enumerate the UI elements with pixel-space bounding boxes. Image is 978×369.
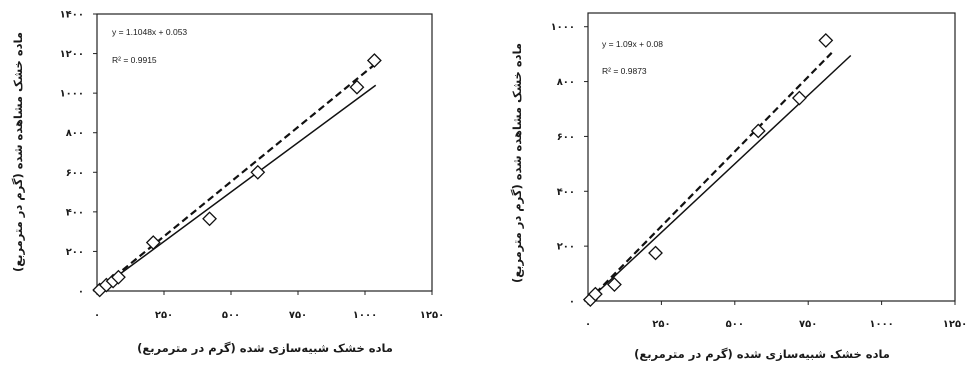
y-tick-label: ۴۰۰ [557, 187, 575, 198]
x-tick-label: ۰ [94, 310, 100, 321]
data-point [111, 269, 126, 285]
y-tick-label: ۱۴۰۰ [60, 10, 84, 21]
y-tick-label: ۴۰۰ [66, 207, 84, 218]
r-squared: R² = 0.9873 [602, 66, 647, 76]
y-tick-label: ۶۰۰ [557, 132, 575, 143]
x-axis-label: ماده خشک شبیه‌سازی شده (گرم در مترمربع) [634, 347, 890, 361]
x-axis-label: ماده خشک شبیه‌سازی شده (گرم در مترمربع) [137, 341, 393, 355]
y-tick-label: ۸۰۰ [66, 128, 84, 139]
x-tick-label: ۱۲۵۰ [943, 319, 967, 330]
regression-equation: y = 1.1048x + 0.053 [112, 27, 187, 37]
data-point [349, 79, 365, 95]
y-tick-label: ۶۰۰ [66, 168, 84, 179]
r-squared: R² = 0.9915 [112, 55, 157, 65]
x-tick-label: ۲۵۰ [652, 319, 670, 330]
x-tick-label: ۷۵۰ [799, 319, 817, 330]
chart-right: ۰ ۲۵۰ ۵۰۰ ۷۵۰ ۱۰۰۰ ۱۲۵۰ ۰ ۲۰۰ ۴۰۰ ۶۰۰ ۸۰۰ ۱۰۰۰ y = 1… [510, 12, 967, 361]
y-axis-label: ماده خشک مشاهده شده (گرم در مترمربع) [11, 32, 25, 272]
regression-line [96, 64, 374, 292]
x-tick-label: ۷۵۰ [289, 310, 307, 321]
y-tick-label: ۰ [569, 297, 575, 308]
data-point [818, 33, 834, 48]
data-point [587, 286, 603, 302]
data-point [202, 211, 217, 227]
x-tick-label: ۱۲۵۰ [420, 310, 444, 321]
data-point [366, 53, 382, 68]
one-to-one-line [587, 54, 852, 302]
y-tick-label: ۰ [78, 287, 84, 298]
data-point [648, 245, 663, 261]
x-tick-label: ۱۰۰۰ [353, 310, 377, 321]
regression-line [587, 52, 833, 302]
x-tick-label: ۲۵۰ [155, 310, 173, 321]
y-tick-label: ۱۲۰۰ [60, 49, 84, 60]
one-to-one-line [96, 84, 377, 292]
x-tick-label: ۰ [585, 319, 591, 330]
chart-left: ۰ ۲۵۰ ۵۰۰ ۷۵۰ ۱۰۰۰ ۱۲۵۰ ۰ ۲۰۰ ۴۰۰ ۶۰۰ ۸۰۰ ۱۰۰۰ ۱۲۰۰ ۱… [11, 10, 444, 356]
y-tick-label: ۱۰۰۰ [551, 22, 575, 33]
x-tick-label: ۵۰۰ [222, 310, 240, 321]
data-point [750, 123, 766, 139]
regression-equation: y = 1.09x + 0.08 [602, 39, 663, 49]
x-tick-label: ۵۰۰ [726, 319, 744, 330]
y-tick-label: ۲۰۰ [66, 247, 84, 258]
data-point [791, 90, 807, 106]
y-tick-label: ۱۰۰۰ [60, 89, 84, 100]
y-tick-label: ۸۰۰ [557, 77, 575, 88]
data-point [607, 277, 622, 292]
x-tick-label: ۱۰۰۰ [869, 319, 893, 330]
y-tick-label: ۲۰۰ [557, 242, 575, 253]
data-point [250, 164, 266, 180]
y-axis-label: ماده خشک مشاهده شده (گرم در مترمربع) [510, 43, 524, 283]
plot-frame [587, 12, 956, 302]
data-point [145, 235, 161, 250]
